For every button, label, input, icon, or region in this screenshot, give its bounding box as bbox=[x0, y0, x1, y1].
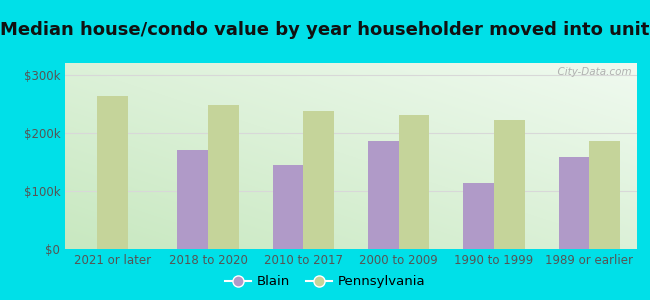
Bar bbox=[273, 165, 304, 249]
Bar bbox=[98, 96, 128, 249]
Bar bbox=[590, 142, 620, 249]
Bar bbox=[177, 150, 208, 249]
Bar bbox=[494, 120, 525, 249]
Text: City-Data.com: City-Data.com bbox=[551, 67, 631, 77]
Text: Median house/condo value by year householder moved into unit: Median house/condo value by year househo… bbox=[0, 21, 650, 39]
Bar bbox=[208, 105, 239, 249]
Bar bbox=[368, 142, 398, 249]
Bar bbox=[304, 111, 334, 249]
Bar bbox=[559, 157, 590, 249]
Legend: Blain, Pennsylvania: Blain, Pennsylvania bbox=[220, 270, 430, 293]
Bar bbox=[463, 183, 494, 249]
Bar bbox=[398, 115, 429, 249]
